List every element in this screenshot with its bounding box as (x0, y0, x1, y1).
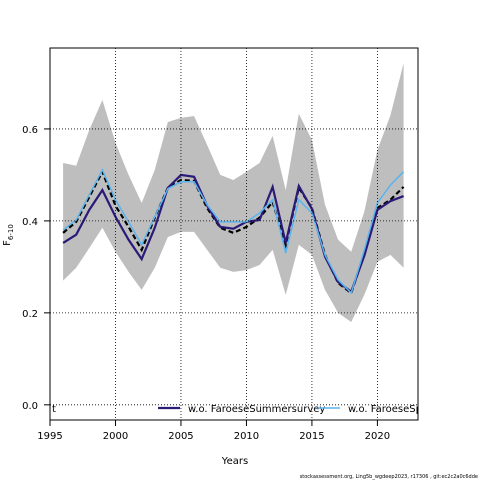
x-tick-label: 2015 (299, 431, 324, 442)
y-tick-label: 0.6 (22, 125, 38, 136)
y-tick-label: 0.4 (22, 217, 38, 228)
plot-frame (49, 47, 419, 421)
series-line (62, 168, 405, 295)
y-label-subscript: 6-10 (7, 224, 15, 240)
legend-label: w.o. FaroeseSp (348, 404, 422, 415)
y-tick-label: 0.0 (22, 401, 38, 412)
plot-area: t w.o. FaroeseSummersurvey w.o. FaroeseSp (52, 63, 422, 415)
legend-label: w.o. FaroeseSummersurvey (188, 404, 325, 415)
footer: stockassessment.org, Ling5b_wgdeep2023, … (300, 474, 478, 480)
x-tick-label: 2000 (103, 431, 128, 442)
y-axis-label: F6-10 (2, 224, 15, 246)
x-tick-label: 2005 (168, 431, 193, 442)
x-tick-label: 1995 (37, 431, 62, 442)
y-label-main: F (2, 240, 13, 246)
x-tick-label: 2010 (234, 431, 259, 442)
legend-label: t (52, 404, 56, 415)
x-axis-label: Years (221, 456, 248, 467)
confidence-band (63, 63, 404, 323)
y-tick-label: 0.2 (22, 309, 38, 320)
x-tick-label: 2020 (365, 431, 390, 442)
